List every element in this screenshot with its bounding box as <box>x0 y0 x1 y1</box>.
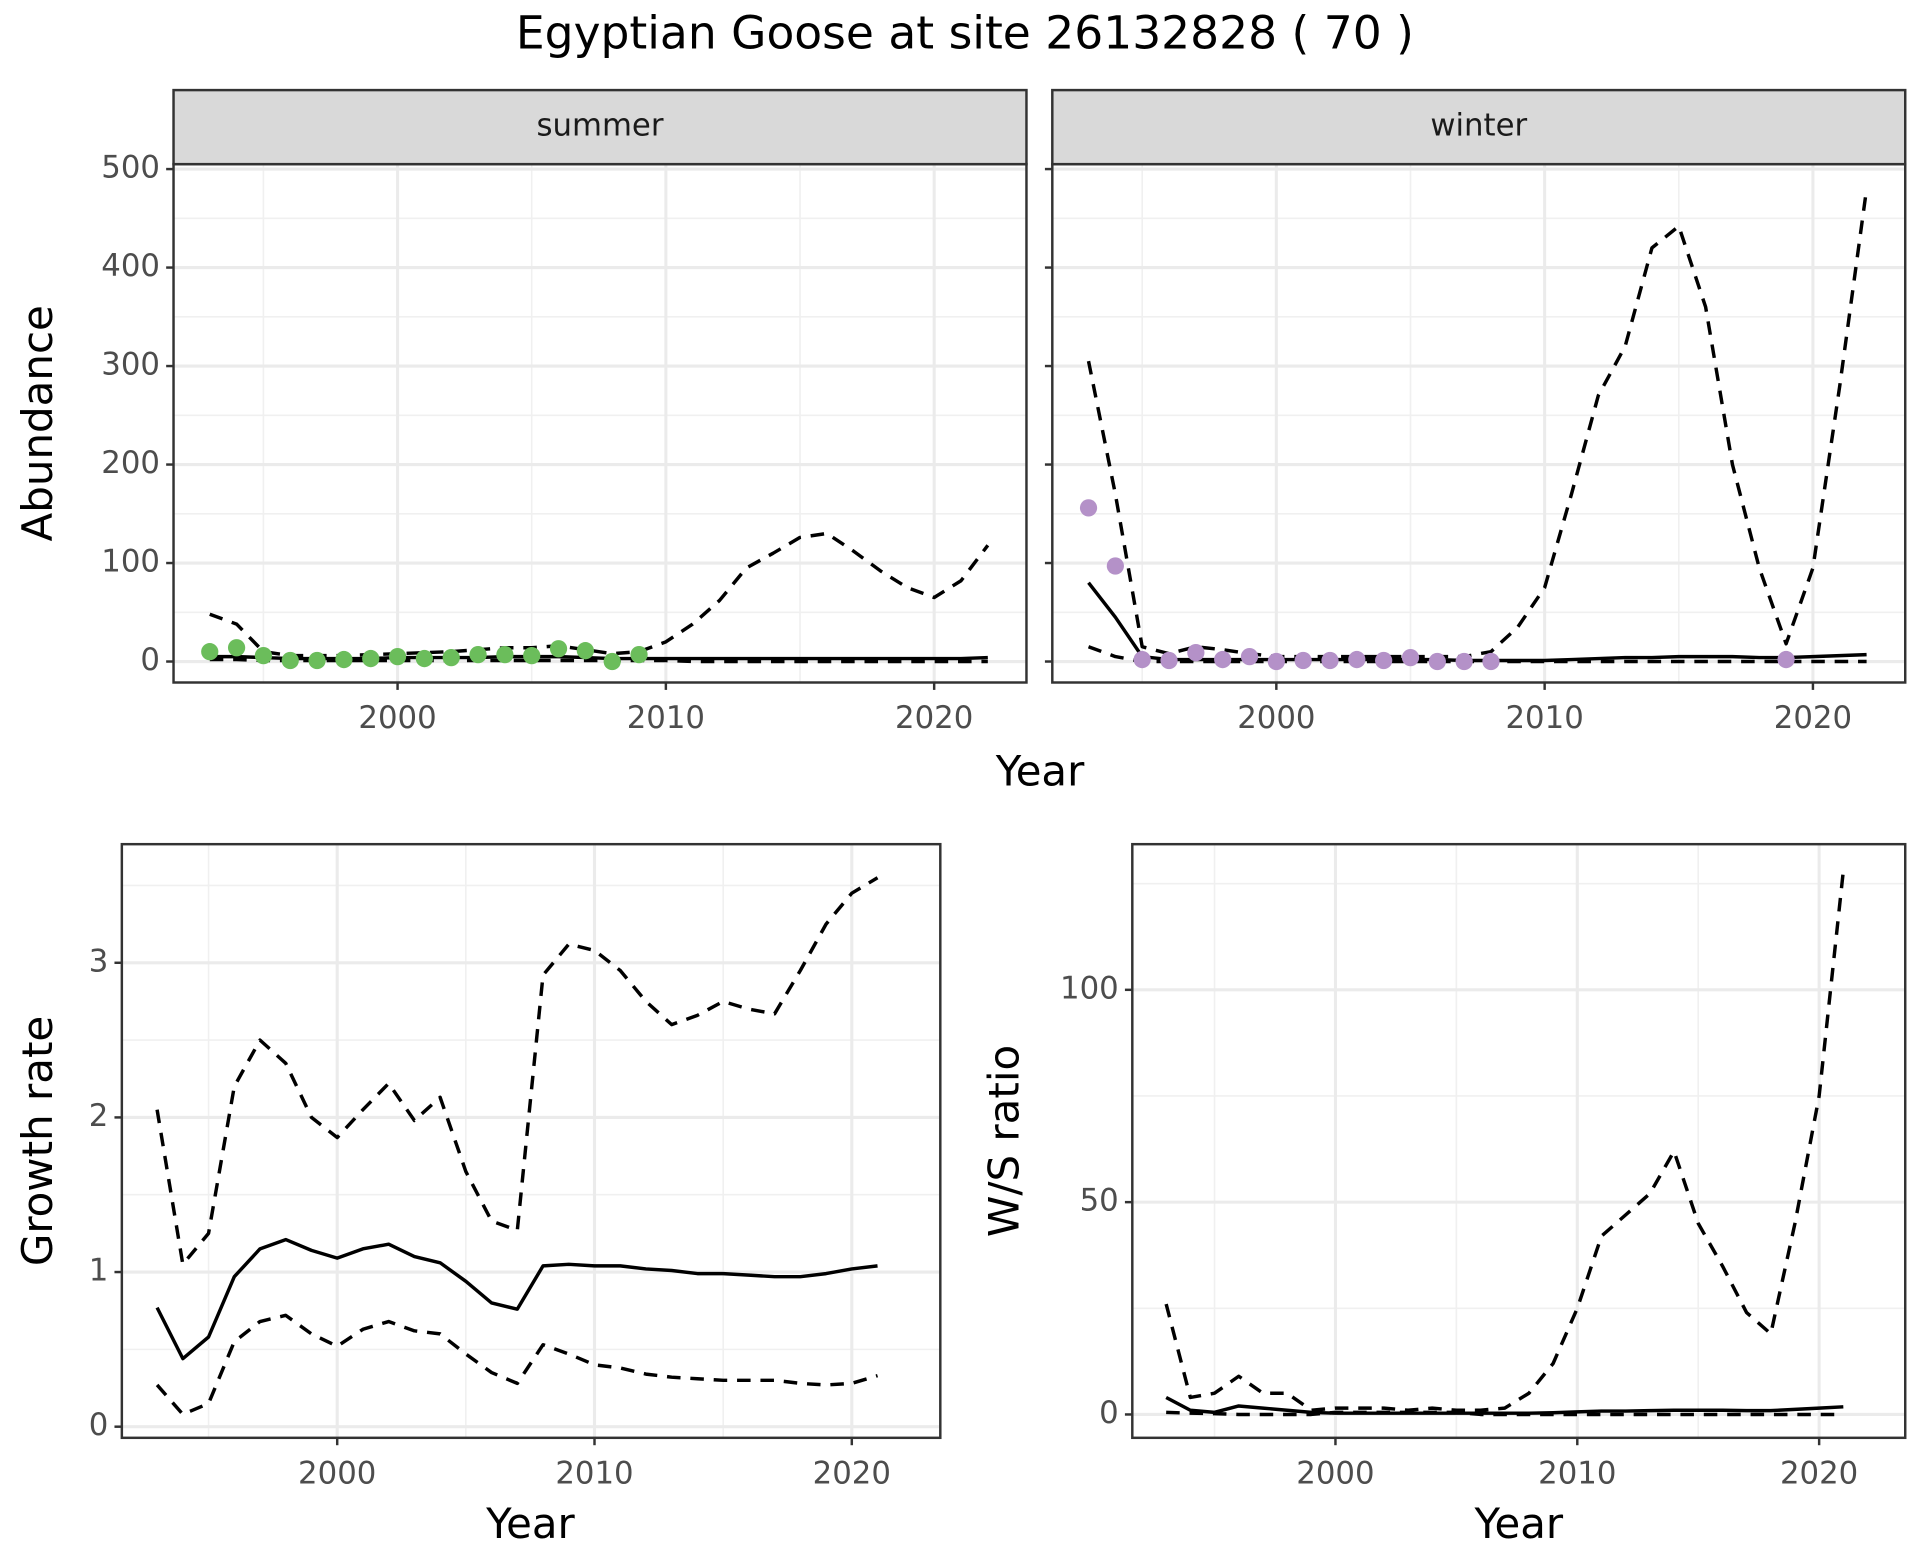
x-tick-label: 2020 <box>895 700 973 736</box>
data-point <box>1428 652 1446 671</box>
x-axis-label: Year <box>995 746 1085 795</box>
data-point <box>549 640 568 658</box>
data-point <box>1187 644 1205 662</box>
x-tick-label: 2000 <box>298 1455 376 1491</box>
data-point <box>576 642 594 660</box>
x-tick-label: 2000 <box>1296 1455 1374 1491</box>
data-point <box>1375 651 1393 670</box>
data-point <box>1106 557 1124 575</box>
panel: 2000 2010 2020 winter <box>1044 88 1907 736</box>
data-point <box>630 645 648 664</box>
data-point <box>201 643 219 661</box>
y-tick-label: 0 <box>89 1407 109 1443</box>
y-tick-label: 200 <box>101 445 160 481</box>
y-axis-label: Abundance <box>13 305 62 541</box>
panel-border <box>120 842 942 1440</box>
data-point <box>308 651 326 670</box>
data-point <box>1079 499 1098 517</box>
panel-background <box>1132 844 1906 1438</box>
x-tick-label: 2010 <box>1538 1455 1616 1491</box>
data-point <box>603 652 621 671</box>
data-point <box>1777 650 1795 669</box>
panel: 0 1 2 3 2000 2010 2020 Year Growth rate <box>13 842 942 1548</box>
y-tick-label: 500 <box>101 150 160 186</box>
data-point <box>1133 650 1151 669</box>
median-line <box>1165 1395 1844 1415</box>
data-point <box>1482 652 1500 671</box>
data-point <box>1267 652 1285 671</box>
y-tick-label: 300 <box>101 347 160 383</box>
data-point <box>1321 651 1339 670</box>
panel-background <box>1052 164 1906 683</box>
data-point <box>469 645 487 664</box>
x-tick-label: 2010 <box>627 700 705 736</box>
y-tick-label: 1 <box>89 1253 109 1289</box>
x-tick-label: 2020 <box>1774 700 1852 736</box>
data-point <box>1348 650 1366 669</box>
y-axis-label: W/S ratio <box>979 1045 1028 1237</box>
x-tick-label: 2020 <box>1780 1455 1858 1491</box>
y-tick-label: 0 <box>1099 1395 1119 1431</box>
x-tick-label: 2000 <box>358 700 436 736</box>
y-tick-label: 0 <box>140 642 160 678</box>
data-point <box>415 649 434 668</box>
y-tick-label: 100 <box>101 544 160 580</box>
y-tick-label: 2 <box>89 1098 109 1134</box>
data-point <box>1294 651 1312 670</box>
data-point <box>281 651 299 670</box>
x-axis-label: Year <box>485 1499 575 1548</box>
panel-background <box>173 164 1027 683</box>
strip <box>172 88 1028 166</box>
y-tick-label: 3 <box>89 943 109 979</box>
x-tick-label: 2010 <box>555 1455 633 1491</box>
data-point <box>254 646 273 665</box>
x-axis-label: Year <box>1473 1499 1563 1548</box>
interval-line <box>1164 870 1846 1412</box>
y-tick-label: 400 <box>101 248 160 284</box>
data-point <box>227 639 246 657</box>
panel-border <box>1131 842 1907 1440</box>
interval-line <box>155 876 879 1267</box>
data-point <box>1160 651 1178 670</box>
panel-background <box>121 844 941 1438</box>
interval-line <box>155 1313 879 1417</box>
data-point <box>388 647 407 666</box>
data-point <box>496 645 514 664</box>
strip <box>1051 88 1907 166</box>
data-point <box>362 649 380 668</box>
median-line <box>155 1237 878 1361</box>
x-tick-label: 2010 <box>1505 700 1583 736</box>
data-point <box>1401 648 1420 667</box>
data-point <box>335 650 353 669</box>
panel: 0 100 200 300 400 500 2000 2010 2020 summer <box>101 88 1028 736</box>
y-tick-label: 50 <box>1080 1183 1119 1219</box>
x-tick-label: 2020 <box>813 1455 891 1491</box>
figure-title: Egyptian Goose at site 26132828 ( 70 ) <box>516 6 1414 59</box>
y-tick-label: 100 <box>1060 970 1119 1006</box>
data-point <box>1240 647 1259 666</box>
data-point <box>442 648 460 667</box>
panel: 0 50 100 2000 2010 2020 Year W/S ratio <box>979 842 1907 1548</box>
strip-label: summer <box>536 108 663 144</box>
strip-label: winter <box>1430 108 1527 144</box>
y-axis-label: Growth rate <box>13 1016 62 1266</box>
data-point <box>523 646 541 665</box>
data-point <box>1214 650 1232 669</box>
data-point <box>1455 652 1473 671</box>
x-tick-label: 2000 <box>1237 700 1315 736</box>
